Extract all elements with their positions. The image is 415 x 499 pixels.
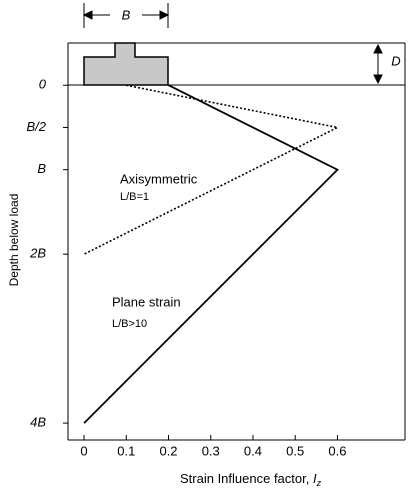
y-tick-label: 2B (29, 246, 46, 261)
x-tick-label: 0.4 (244, 443, 262, 458)
depth-dimension (373, 43, 383, 85)
x-axis-label-symbol: I (313, 471, 317, 486)
series-line (83, 84, 340, 255)
series-note: L/B=1 (120, 191, 149, 203)
x-axis-label: Strain Influence factor, Iz (180, 471, 322, 488)
x-tick-label: 0.6 (328, 443, 346, 458)
y-axis-label: Depth below load (7, 194, 21, 287)
x-tick-label: 0.3 (202, 443, 220, 458)
x-tick-label: 0 (80, 443, 87, 458)
width-label: B (122, 7, 131, 22)
series-note: L/B>10 (112, 318, 147, 330)
x-tick-label: 0.1 (117, 443, 135, 458)
y-tick-label: 4B (30, 415, 46, 430)
series-line (83, 84, 339, 424)
y-tick-label: 0 (39, 77, 47, 92)
x-axis-label-text: Strain Influence factor, (180, 471, 309, 486)
y-tick-label: B (37, 161, 46, 176)
embedment-label: D (391, 53, 400, 68)
x-tick-label: 0.5 (286, 443, 304, 458)
x-tick-label: 0.2 (159, 443, 177, 458)
series-label: Plane strain (112, 294, 181, 309)
series-label: Axisymmetric (120, 171, 198, 186)
y-tick-label: B/2 (26, 119, 46, 134)
width-dimension (82, 3, 170, 28)
footing (83, 42, 169, 86)
x-axis-label-subscript: z (316, 478, 322, 488)
